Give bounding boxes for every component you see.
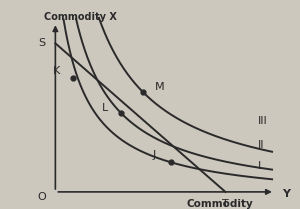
Text: L: L [102,103,108,113]
Text: III: III [258,116,268,126]
Text: Y: Y [282,189,290,199]
Text: O: O [37,192,46,202]
Text: T: T [222,199,229,209]
Text: Commodity: Commodity [187,199,253,209]
Text: K: K [53,66,60,76]
Text: S: S [38,38,45,48]
Text: II: II [258,140,265,150]
Text: Commodity X: Commodity X [44,12,117,22]
Text: M: M [155,82,164,92]
Text: I: I [258,161,262,171]
Text: J: J [152,150,156,160]
